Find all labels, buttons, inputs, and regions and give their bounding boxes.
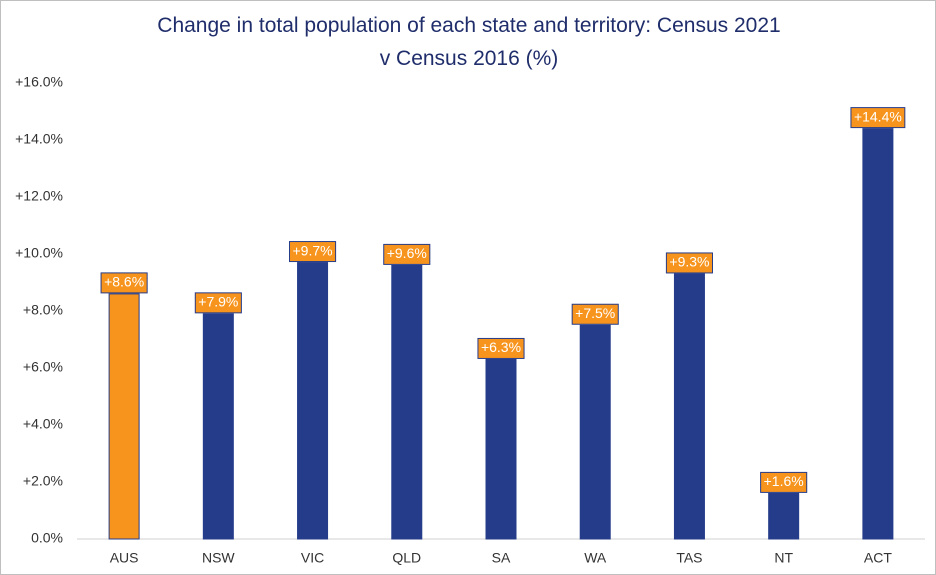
chart-title: Change in total population of each state… [157, 14, 781, 70]
data-label: +9.6% [387, 245, 427, 261]
x-tick-label: ACT [864, 550, 892, 566]
y-tick-label: +16.0% [15, 74, 63, 90]
bar [108, 293, 140, 540]
x-tick-label: SA [492, 550, 511, 566]
data-label-box [665, 252, 713, 274]
data-label-box [760, 471, 808, 493]
x-tick-label: VIC [301, 550, 324, 566]
x-tick-label: QLD [392, 550, 421, 566]
data-label-box [850, 107, 906, 129]
x-tick-label: AUS [110, 550, 139, 566]
data-label: +7.5% [575, 305, 615, 321]
y-tick-label: +6.0% [23, 359, 63, 375]
y-tick-label: +4.0% [23, 416, 63, 432]
data-label: +1.6% [764, 473, 804, 489]
bar [485, 358, 517, 540]
data-label: +9.7% [293, 242, 333, 258]
y-tick-label: +8.0% [23, 302, 63, 318]
y-tick-label: +10.0% [15, 245, 63, 261]
data-label-box [100, 272, 148, 294]
data-label: +9.3% [669, 254, 709, 270]
data-label: +6.3% [481, 339, 521, 355]
data-label: +7.9% [198, 294, 238, 310]
bar [768, 492, 800, 540]
bar [202, 313, 234, 540]
x-tick-label: NT [774, 550, 793, 566]
y-tick-label: +2.0% [23, 473, 63, 489]
y-tick-label: +12.0% [15, 188, 63, 204]
data-label-box [477, 337, 525, 359]
data-label-box [194, 292, 242, 314]
x-tick-label: NSW [202, 550, 235, 566]
bar [862, 128, 894, 540]
bar [579, 324, 611, 540]
bar [297, 262, 329, 540]
x-tick-label: TAS [676, 550, 702, 566]
x-tick-label: WA [584, 550, 607, 566]
y-tick-label: +14.0% [15, 131, 63, 147]
data-label: +8.6% [104, 274, 144, 290]
data-label-box [383, 243, 431, 265]
bar [391, 264, 423, 540]
data-label: +14.4% [854, 108, 902, 124]
data-label-box [289, 241, 337, 263]
y-tick-label: 0.0% [31, 530, 63, 546]
data-label-box [571, 303, 619, 325]
bar [673, 273, 705, 540]
